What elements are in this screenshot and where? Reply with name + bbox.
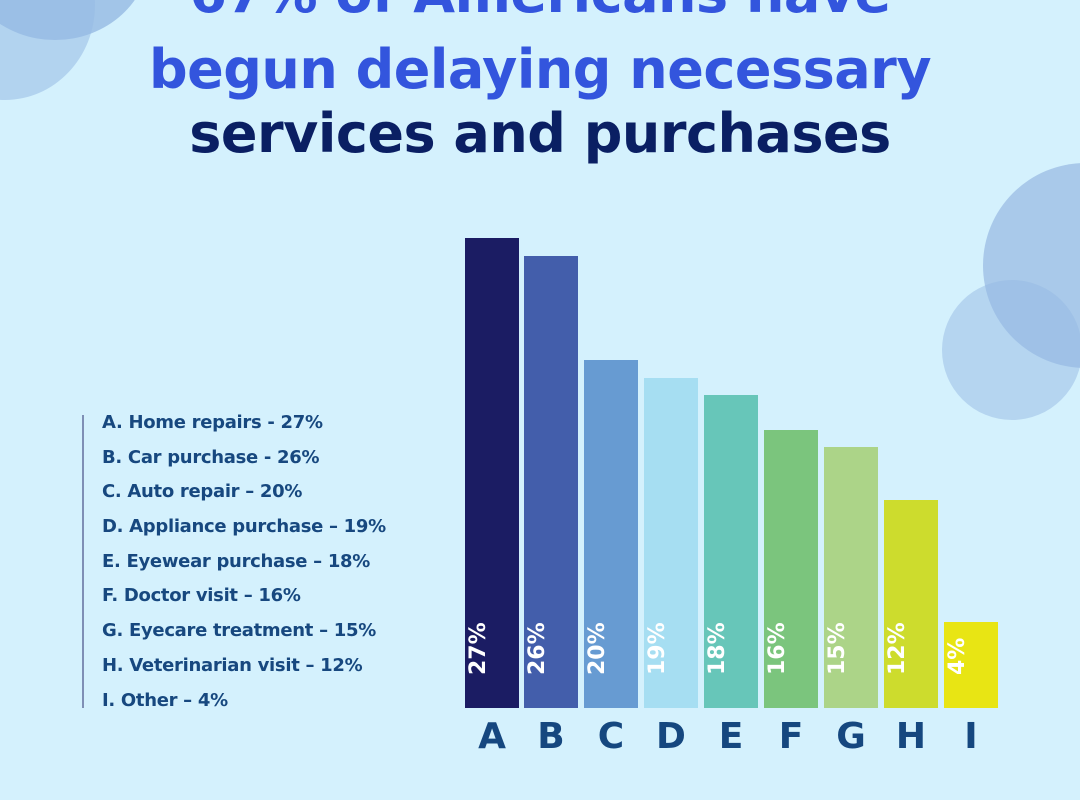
bar-value-label: 15% xyxy=(825,622,850,675)
decorative-circle xyxy=(942,280,1080,420)
bar-value-label: 18% xyxy=(705,622,730,675)
bar-e: 18% xyxy=(704,395,758,708)
x-axis-label: G xyxy=(836,716,866,757)
bar-a: 27% xyxy=(465,238,519,708)
bar-i: 4% xyxy=(944,622,998,708)
x-axis-label: H xyxy=(895,716,927,757)
bar-h: 12% xyxy=(884,500,938,708)
bar-f: 16% xyxy=(764,430,818,708)
legend-item: E. Eyewear purchase – 18% xyxy=(102,550,371,572)
bar-b: 26% xyxy=(524,256,578,708)
legend-item: A. Home repairs - 27% xyxy=(102,412,323,433)
legend: A. Home repairs - 27% B. Car purchase - … xyxy=(102,410,386,722)
legend-item: D. Appliance purchase – 19% xyxy=(102,516,386,538)
x-axis-label: F xyxy=(778,716,804,757)
bar-d: 19% xyxy=(644,378,698,708)
legend-item: C. Auto repair – 20% xyxy=(102,481,303,503)
x-axis-label: B xyxy=(537,716,565,757)
x-axis-label: C xyxy=(597,716,625,757)
bar-value-label: 26% xyxy=(525,622,550,675)
x-axis-label: E xyxy=(718,716,744,757)
legend-divider xyxy=(82,415,84,708)
x-axis-label: D xyxy=(656,716,686,757)
bar-g: 15% xyxy=(824,447,878,708)
chart-title-line-1: 67% of Americans have xyxy=(0,0,1080,26)
legend-item: F. Doctor visit – 16% xyxy=(102,585,301,607)
bar-value-label: 19% xyxy=(645,622,670,675)
chart-title-line-3: services and purchases xyxy=(189,102,891,165)
legend-item: B. Car purchase - 26% xyxy=(102,446,320,468)
bar-value-label: 27% xyxy=(466,622,491,675)
legend-item: I. Other – 4% xyxy=(102,689,228,711)
bar-value-label: 12% xyxy=(885,622,910,675)
bar-value-label: 16% xyxy=(765,622,790,675)
bar-value-label: 20% xyxy=(585,622,610,675)
chart-title-line-2: begun delaying necessary xyxy=(148,38,932,101)
bar-value-label: 4% xyxy=(945,637,970,675)
bar-c: 20% xyxy=(584,360,638,708)
legend-item: H. Veterinarian visit – 12% xyxy=(102,654,363,676)
x-axis-label: A xyxy=(478,716,506,757)
legend-item: G. Eyecare treatment – 15% xyxy=(102,620,376,642)
x-axis-label: I xyxy=(964,716,978,757)
